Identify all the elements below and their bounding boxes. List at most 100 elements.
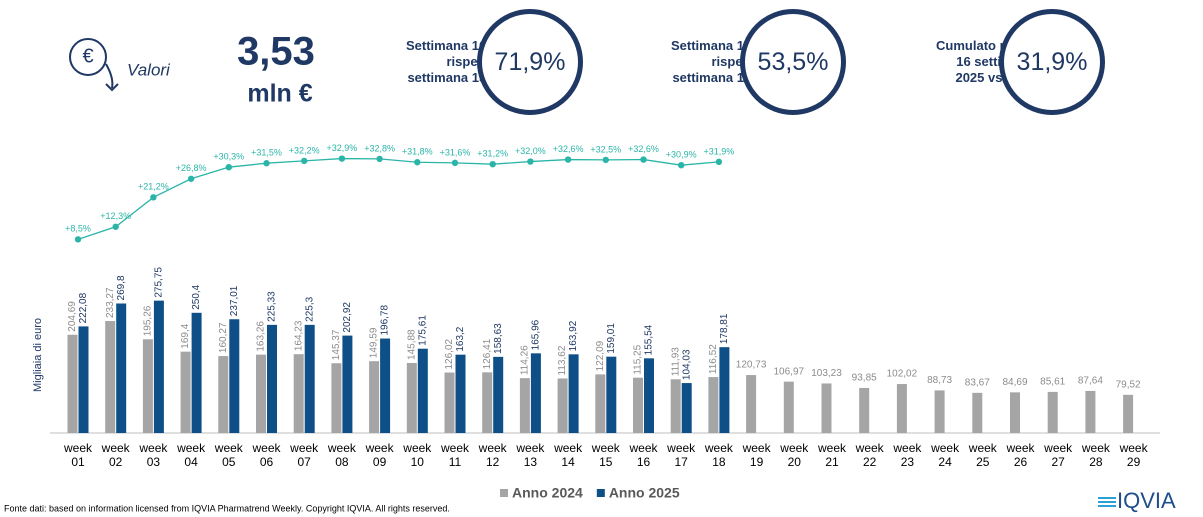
bar bbox=[304, 324, 315, 433]
bar bbox=[606, 356, 617, 433]
legend-swatch bbox=[596, 489, 605, 497]
growth-point bbox=[414, 159, 421, 166]
growth-label: +32,8% bbox=[364, 143, 395, 153]
bar bbox=[633, 377, 643, 433]
value-label: 158,63 bbox=[493, 323, 504, 354]
growth-point bbox=[640, 156, 647, 163]
growth-point bbox=[338, 155, 346, 162]
value-label: 126,02 bbox=[444, 338, 455, 369]
bar bbox=[708, 377, 719, 433]
bar bbox=[1010, 392, 1020, 433]
legend-label: Anno 2025 bbox=[609, 485, 680, 501]
growth-label: +8,5% bbox=[65, 224, 91, 234]
x-tick-label: week 01 bbox=[63, 441, 92, 469]
kpi-value: 71,9% bbox=[477, 9, 583, 115]
bar bbox=[342, 335, 353, 433]
x-tick-label: week 08 bbox=[327, 441, 356, 469]
bar bbox=[821, 383, 832, 433]
x-tick-label: week 29 bbox=[1119, 441, 1148, 469]
value-label: 103,23 bbox=[811, 368, 842, 379]
bar bbox=[417, 348, 428, 433]
bar bbox=[105, 321, 116, 433]
bar bbox=[783, 381, 794, 433]
logo-stripe bbox=[1098, 505, 1116, 507]
logo-text: IQVIA bbox=[1117, 488, 1176, 513]
bar bbox=[153, 300, 164, 433]
bar bbox=[331, 363, 342, 433]
bar bbox=[256, 354, 266, 433]
growth-label: +32,6% bbox=[628, 144, 659, 154]
bar bbox=[142, 339, 153, 433]
growth-label: +30,9% bbox=[666, 150, 697, 160]
value-label: 111,93 bbox=[670, 347, 681, 377]
x-tick-label: week 10 bbox=[403, 441, 432, 469]
icon-arrow bbox=[105, 63, 119, 92]
value-label: 269,8 bbox=[116, 275, 127, 300]
legend-swatch bbox=[500, 489, 508, 497]
logo: IQVIA bbox=[1098, 488, 1176, 513]
x-tick-label: week 27 bbox=[1044, 441, 1073, 469]
kpi-label: settimana 16-24 bbox=[672, 70, 770, 85]
value-label: 88,73 bbox=[927, 375, 952, 386]
value-label: 102,02 bbox=[887, 369, 918, 380]
value-label: 164,23 bbox=[293, 320, 304, 351]
growth-point bbox=[527, 158, 534, 165]
x-tick-label: week 16 bbox=[629, 441, 658, 469]
growth-label: +32,2% bbox=[289, 145, 320, 155]
growth-point bbox=[263, 160, 270, 167]
x-tick-label: week 28 bbox=[1081, 441, 1110, 469]
source-note: Fonte dati: based on information license… bbox=[4, 503, 450, 513]
bar bbox=[369, 361, 380, 433]
kpi-value: 31,9% bbox=[999, 9, 1105, 115]
value-label: 114,26 bbox=[520, 345, 531, 375]
total-unit: mln € bbox=[247, 80, 312, 108]
growth-point bbox=[187, 175, 195, 182]
value-label: 115,25 bbox=[633, 344, 644, 374]
value-label: 116,52 bbox=[708, 344, 719, 374]
bar bbox=[444, 372, 455, 433]
bar bbox=[293, 354, 304, 433]
x-tick-label: week 21 bbox=[817, 441, 846, 469]
growth-label: +26,8% bbox=[176, 163, 207, 173]
value-label: 85,61 bbox=[1040, 377, 1065, 388]
value-label: 237,01 bbox=[229, 285, 240, 316]
growth-label: +12,3% bbox=[100, 211, 131, 221]
total-value: 3,53 bbox=[237, 30, 315, 74]
value-label: 84,69 bbox=[1002, 377, 1027, 388]
value-label: 83,67 bbox=[965, 377, 990, 388]
x-tick-label: week 04 bbox=[177, 441, 206, 469]
x-tick-label: week 18 bbox=[704, 441, 733, 469]
growth-label: +31,5% bbox=[251, 148, 282, 158]
x-tick-label: week 11 bbox=[440, 441, 469, 469]
x-tick-label: week 20 bbox=[780, 441, 809, 469]
growth-point bbox=[112, 223, 119, 230]
growth-point bbox=[74, 236, 82, 243]
x-tick-label: week 05 bbox=[214, 441, 243, 469]
x-tick-label: week 03 bbox=[139, 441, 168, 469]
value-label: 275,75 bbox=[154, 267, 165, 298]
bar bbox=[1047, 391, 1058, 433]
bar bbox=[218, 356, 229, 433]
x-tick-label: week 02 bbox=[101, 441, 130, 469]
bar bbox=[719, 347, 730, 433]
bar bbox=[670, 379, 681, 433]
x-tick-label: week 17 bbox=[667, 441, 696, 469]
growth-label: +31,2% bbox=[477, 149, 508, 159]
logo-stripe bbox=[1098, 501, 1116, 503]
bar bbox=[519, 378, 530, 433]
x-tick-label: week 06 bbox=[252, 441, 281, 469]
x-tick-label: week 25 bbox=[968, 441, 997, 469]
x-tick-label: week 14 bbox=[554, 441, 583, 469]
growth-point bbox=[451, 159, 459, 167]
value-label: 175,61 bbox=[417, 315, 428, 346]
bar bbox=[1085, 390, 1096, 433]
icon-label: Valori bbox=[127, 60, 171, 79]
value-label: 93,85 bbox=[852, 373, 877, 384]
x-tick-label: week 19 bbox=[742, 441, 771, 469]
bar bbox=[595, 374, 606, 433]
x-tick-label: week 24 bbox=[931, 441, 960, 469]
value-label: 79,52 bbox=[1116, 379, 1141, 390]
kpi-label: Settimana 16-25 bbox=[406, 38, 505, 53]
bar bbox=[746, 375, 757, 433]
